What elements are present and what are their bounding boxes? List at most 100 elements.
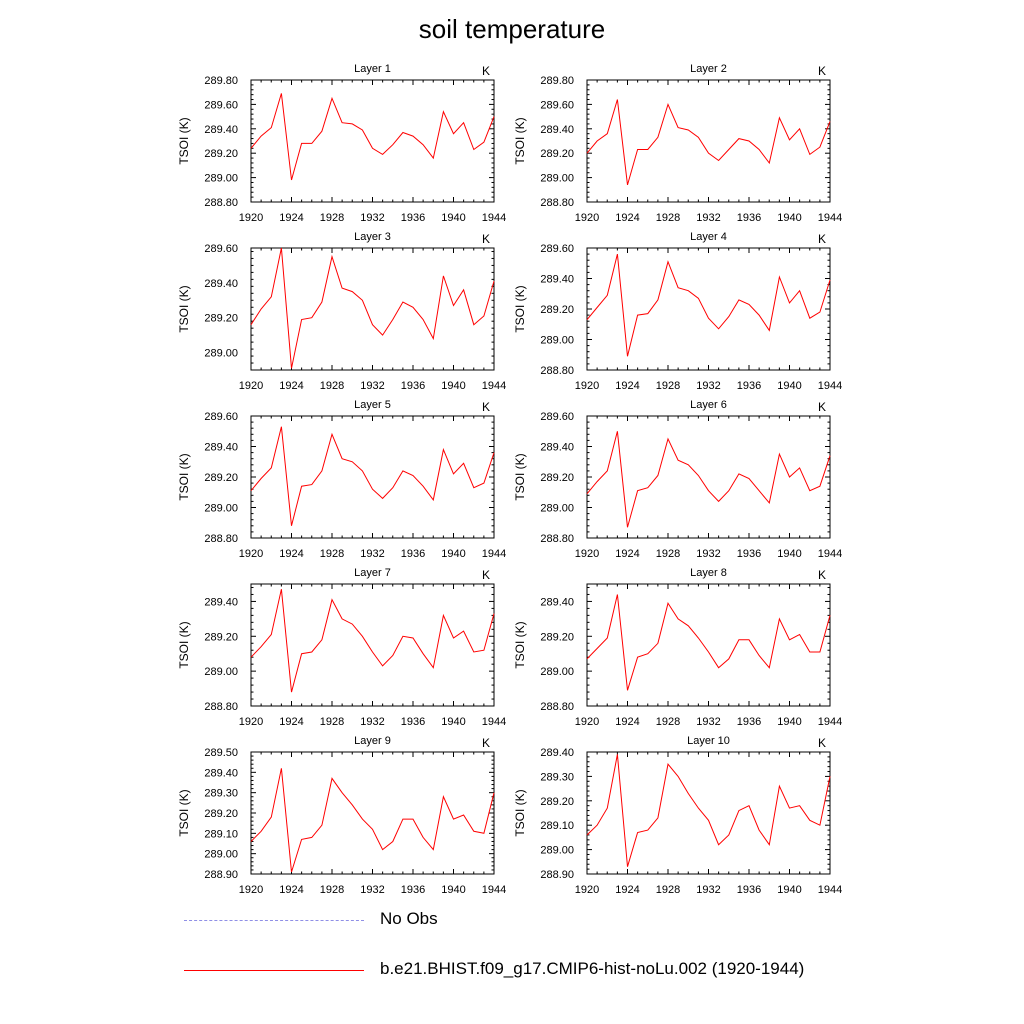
y-tick-label: 289.20 (204, 808, 238, 820)
panel-layer-1: 1920 1924 1928 1932 1936 1940 1944 288.80 289.00… (177, 63, 506, 224)
panel-layer-6: 1920 1924 1928 1932 1936 1940 1944 288.80 289.00… (513, 399, 842, 560)
plot-frame (586, 79, 831, 203)
y-tick-label: 289.40 (540, 124, 574, 136)
x-tick-label: 1928 (656, 380, 680, 392)
y-tick-label: 289.00 (540, 845, 574, 857)
y-tick-label: 289.60 (204, 99, 238, 111)
x-tick-label: 1936 (401, 884, 425, 896)
x-tick-label: 1936 (401, 716, 425, 728)
x-tick-label: 1920 (575, 716, 599, 728)
panel-title: Layer 9 (354, 735, 391, 747)
x-tick-label: 1924 (615, 212, 639, 224)
panel-layer-5: 1920 1924 1928 1932 1936 1940 1944 288.80 289.00… (177, 399, 506, 560)
x-tick-label: 1932 (360, 716, 384, 728)
y-tick-label: 289.20 (204, 148, 238, 160)
series-line (586, 99, 831, 186)
panel-units: K (482, 736, 490, 750)
panel-title: Layer 10 (687, 735, 730, 747)
x-tick-label: 1920 (575, 884, 599, 896)
x-tick-label: 1924 (615, 380, 639, 392)
x-tick-label: 1936 (737, 884, 761, 896)
legend-swatch-model (184, 970, 364, 971)
panel-units: K (818, 736, 826, 750)
panel-title: Layer 3 (354, 231, 391, 243)
panel-units: K (818, 232, 826, 246)
x-tick-label: 1944 (482, 716, 506, 728)
y-tick-label: 289.00 (540, 173, 574, 185)
plot-frame (586, 583, 831, 707)
y-tick-label: 289.00 (540, 666, 574, 678)
x-tick-label: 1944 (482, 884, 506, 896)
y-tick-label: 289.20 (540, 796, 574, 808)
panel-units: K (482, 568, 490, 582)
panel-layer-4: 1920 1924 1928 1932 1936 1940 1944 288.80 289.00… (513, 231, 842, 392)
x-tick-label: 1932 (360, 548, 384, 560)
series-line (250, 93, 495, 181)
x-tick-label: 1928 (320, 884, 344, 896)
x-tick-label: 1944 (482, 548, 506, 560)
series-line (250, 247, 495, 369)
x-tick-label: 1924 (279, 884, 303, 896)
x-tick-label: 1940 (777, 548, 801, 560)
x-tick-label: 1928 (656, 212, 680, 224)
y-axis-label: TSOI (K) (177, 117, 191, 164)
x-tick-label: 1940 (777, 716, 801, 728)
legend-item-obs: No Obs (180, 906, 880, 936)
y-tick-label: 289.00 (540, 503, 574, 515)
y-tick-label: 289.30 (204, 788, 238, 800)
y-tick-label: 289.40 (540, 274, 574, 286)
y-tick-label: 289.20 (540, 304, 574, 316)
series-line (586, 594, 831, 691)
y-tick-label: 288.90 (540, 869, 574, 881)
x-tick-label: 1944 (818, 716, 842, 728)
y-tick-label: 289.20 (204, 313, 238, 325)
y-tick-label: 289.80 (540, 75, 574, 87)
x-tick-label: 1940 (777, 380, 801, 392)
x-tick-label: 1920 (575, 212, 599, 224)
x-tick-label: 1940 (777, 884, 801, 896)
series-line (250, 589, 495, 693)
x-tick-label: 1928 (320, 212, 344, 224)
plot-frame (250, 583, 495, 707)
legend-label-model: b.e21.BHIST.f09_g17.CMIP6-hist-noLu.002 … (380, 959, 805, 978)
y-tick-label: 289.20 (204, 631, 238, 643)
x-tick-label: 1928 (656, 884, 680, 896)
x-tick-label: 1936 (737, 548, 761, 560)
panel-units: K (818, 568, 826, 582)
y-tick-label: 289.10 (204, 828, 238, 840)
y-axis-label: TSOI (K) (513, 453, 527, 500)
panel-layer-2: 1920 1924 1928 1932 1936 1940 1944 288.80 289.00… (513, 63, 842, 224)
x-tick-label: 1944 (818, 548, 842, 560)
x-tick-label: 1920 (575, 548, 599, 560)
y-tick-label: 289.00 (204, 849, 238, 861)
x-tick-label: 1932 (696, 716, 720, 728)
x-tick-label: 1924 (615, 548, 639, 560)
x-tick-label: 1924 (279, 548, 303, 560)
x-tick-label: 1936 (737, 716, 761, 728)
series-line (250, 768, 495, 873)
panel-layer-3: 1920 1924 1928 1932 1936 1940 1944 289.00 289.20… (177, 231, 506, 392)
y-tick-label: 289.40 (204, 767, 238, 779)
x-tick-label: 1940 (777, 212, 801, 224)
y-tick-label: 289.40 (204, 442, 238, 454)
x-tick-label: 1928 (320, 548, 344, 560)
panel-units: K (818, 64, 826, 78)
panel-layer-7: 1920 1924 1928 1932 1936 1940 1944 288.80 289.00… (177, 567, 506, 728)
y-tick-label: 289.20 (540, 148, 574, 160)
y-axis-label: TSOI (K) (513, 621, 527, 668)
y-axis-label: TSOI (K) (513, 117, 527, 164)
y-tick-label: 289.00 (540, 335, 574, 347)
x-tick-label: 1932 (360, 884, 384, 896)
x-tick-label: 1920 (239, 548, 263, 560)
panel-title: Layer 8 (690, 567, 727, 579)
y-tick-label: 288.80 (540, 197, 574, 209)
x-tick-label: 1932 (696, 548, 720, 560)
y-tick-label: 289.60 (540, 243, 574, 255)
chart-main-title: soil temperature (418, 14, 606, 44)
y-tick-label: 289.20 (540, 472, 574, 484)
x-tick-label: 1940 (441, 716, 465, 728)
y-tick-label: 288.90 (204, 869, 238, 881)
y-tick-label: 289.00 (204, 173, 238, 185)
x-tick-label: 1944 (482, 212, 506, 224)
